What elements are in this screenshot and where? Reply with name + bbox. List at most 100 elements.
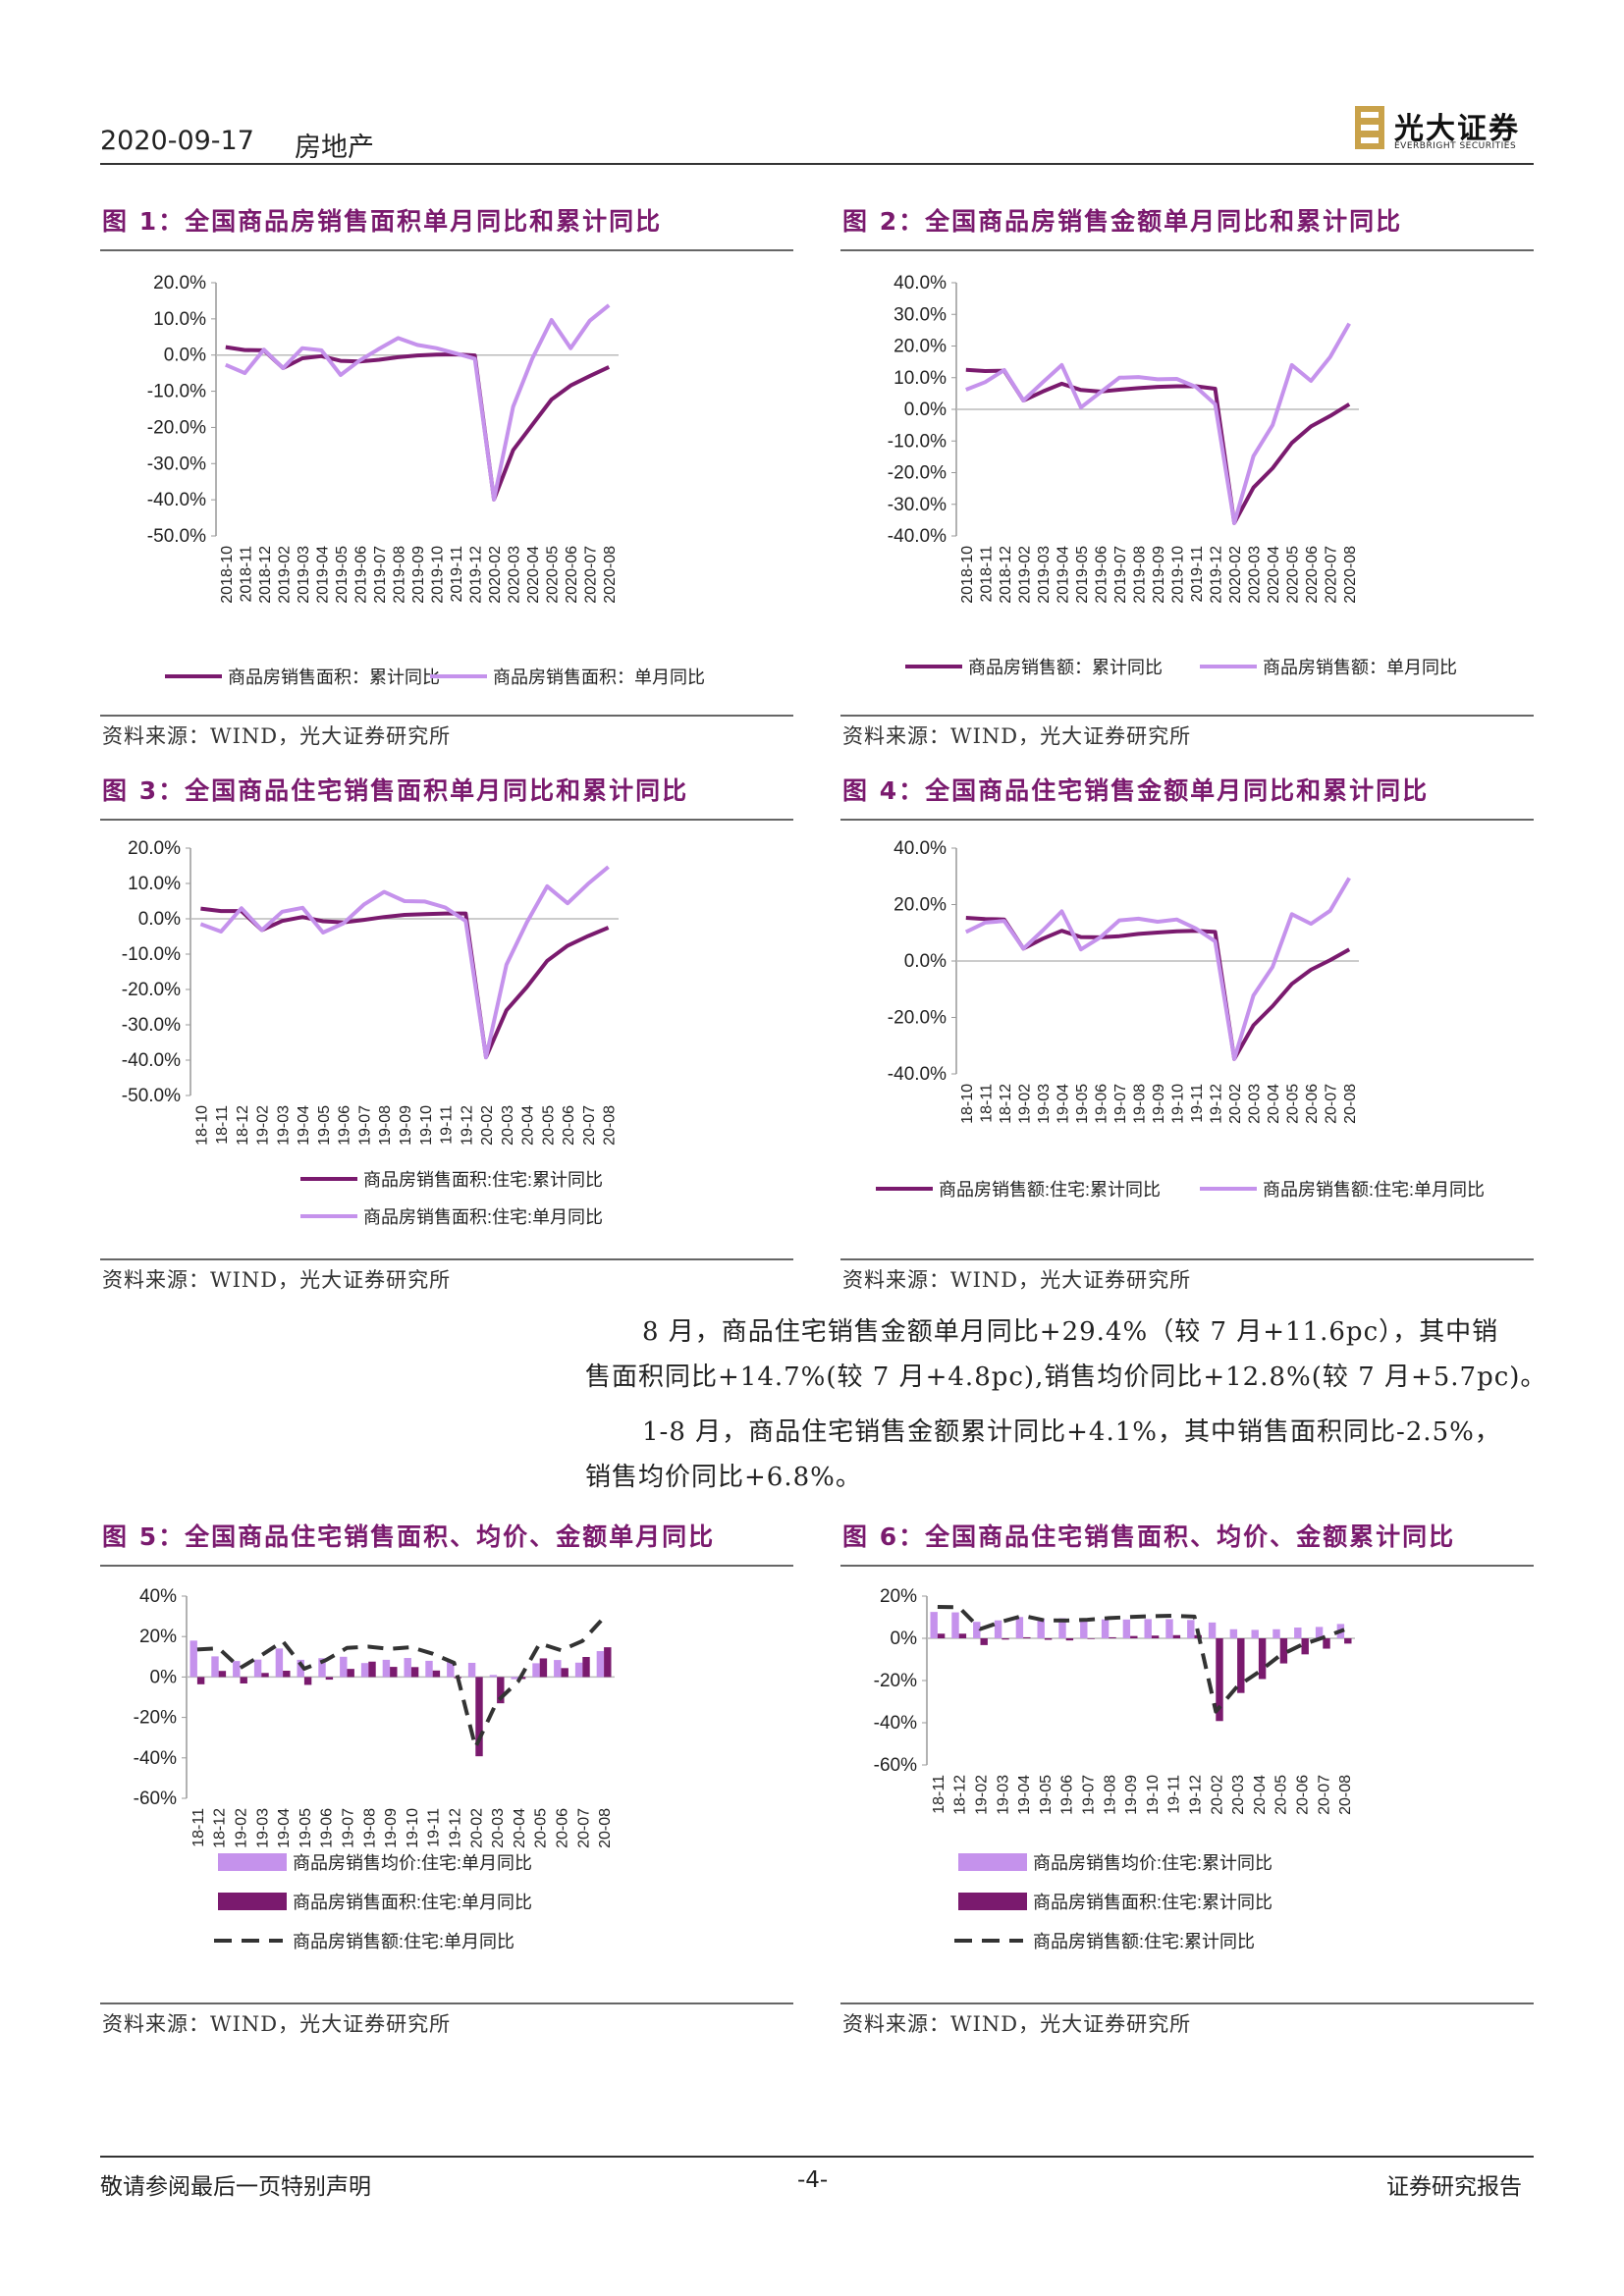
chart-6-bar — [1187, 1620, 1195, 1638]
chart-4-x-tick-label: 19-04 — [1055, 1084, 1071, 1124]
chart-6-x-tick-label: 20-04 — [1252, 1775, 1269, 1815]
chart-5-bar — [196, 1677, 205, 1684]
chart-1-x-tick-label: 2019-03 — [296, 546, 312, 604]
chart-3-x-tick-label: 20-04 — [520, 1105, 537, 1146]
chart-6-bar — [1144, 1619, 1152, 1638]
chart-5-bar — [604, 1647, 612, 1678]
chart-5-bar — [368, 1661, 376, 1678]
chart-1-y-tick-label: 20.0% — [153, 273, 206, 294]
chart-6-legend-label: 商品房销售均价:住宅:累计同比 — [1033, 1853, 1272, 1873]
chart-2-x-tick-label: 2020-07 — [1324, 546, 1340, 604]
chart-5-bar — [475, 1677, 483, 1757]
chart-5-x-tick-label: 20-05 — [533, 1808, 550, 1848]
company-logo: 光大证券 EVERBRIGHT SECURITIES — [1355, 102, 1534, 157]
chart-5-bar — [240, 1677, 247, 1683]
chart-1-x-tick-label: 2019-06 — [352, 546, 369, 604]
chart-5-bar — [425, 1660, 433, 1678]
chart-5-bar — [360, 1663, 369, 1678]
chart-1-y-tick-label: -40.0% — [147, 490, 206, 510]
chart-5-legend-label: 商品房销售面积:住宅:单月同比 — [293, 1893, 532, 1912]
chart-3-x-tick-label: 18-12 — [235, 1105, 251, 1146]
chart-3-y-tick-label: -20.0% — [122, 980, 181, 1000]
chart-3-y-tick-label: -50.0% — [122, 1086, 181, 1106]
chart-4-x-tick-label: 18-10 — [959, 1084, 976, 1124]
figure-1-title: 图 1：全国商品房销售面积单月同比和累计同比 — [102, 207, 663, 236]
chart-5-bar — [447, 1661, 455, 1678]
logo-text-cn: 光大证券 — [1394, 112, 1520, 146]
chart-5-bar — [404, 1658, 411, 1678]
chart-6-bar — [1294, 1628, 1302, 1638]
chart-4-x-tick-label: 19-06 — [1093, 1084, 1110, 1124]
chart-3-x-tick-label: 19-05 — [316, 1105, 333, 1146]
chart-6-x-tick-label: 19-05 — [1038, 1775, 1055, 1815]
figure-6-source-rule — [840, 2002, 1534, 2004]
chart-1-x-tick-label: 2020-05 — [545, 546, 562, 604]
chart-2-y-tick-label: 40.0% — [893, 273, 947, 294]
chart-1-residential-commercial-area: 20.0% 10.0% 0.0% -10.0% -20.0% -30.0% -40.0% -5… — [147, 273, 705, 687]
chart-3-legend-label: 商品房销售面积:住宅:单月同比 — [363, 1207, 603, 1227]
chart-5-bar — [511, 1677, 518, 1680]
chart-4-series-line — [965, 916, 1351, 1061]
chart-3-y-tick-label: -40.0% — [122, 1050, 181, 1071]
chart-5-bar — [340, 1656, 348, 1678]
chart-1-x-tick-label: 2020-08 — [602, 546, 619, 604]
chart-6-y-tick-label: -40% — [874, 1713, 917, 1734]
chart-4-y-tick-label: 20.0% — [893, 895, 947, 916]
chart-6-bar — [1165, 1619, 1173, 1638]
chart-5-residential-monthly-combo: 40% 20% 0% -20% -40% -60% 18-11 18-12 19-02 19-03… — [134, 1586, 615, 1951]
chart-5-x-tick-label: 18-12 — [212, 1808, 229, 1848]
chart-4-x-tick-label: 19-08 — [1131, 1084, 1148, 1124]
chart-5-x-tick-label: 20-07 — [575, 1808, 592, 1848]
chart-5-legend-label: 商品房销售额:住宅:单月同比 — [293, 1932, 514, 1951]
chart-6-bar — [1101, 1619, 1110, 1638]
chart-5-bar — [318, 1658, 326, 1678]
chart-5-series-line — [196, 1616, 606, 1749]
chart-2-x-tick-label: 2020-06 — [1304, 546, 1321, 604]
figure-2-source-rule — [840, 715, 1534, 717]
chart-5-x-tick-label: 19-05 — [298, 1808, 314, 1848]
chart-3-y-tick-label: -30.0% — [122, 1015, 181, 1036]
chart-1-x-tick-label: 2019-10 — [430, 546, 447, 604]
chart-2-y-tick-label: 0.0% — [904, 400, 947, 420]
chart-5-bar — [467, 1662, 476, 1678]
chart-5-bar — [253, 1659, 262, 1678]
chart-5-y-tick-label: 0% — [150, 1667, 178, 1687]
chart-3-x-tick-label: 19-04 — [296, 1105, 312, 1146]
chart-4-x-tick-label: 19-11 — [1189, 1084, 1206, 1123]
chart-1-x-tick-label: 2019-12 — [468, 546, 485, 604]
chart-6-bar — [1323, 1638, 1330, 1649]
chart-3-y-tick-label: 10.0% — [128, 874, 181, 894]
chart-6-x-tick-label: 20-06 — [1295, 1775, 1312, 1815]
chart-1-x-tick-label: 2020-04 — [525, 546, 542, 604]
chart-5-x-tick-label: 20-02 — [468, 1808, 485, 1848]
chart-5-bar — [554, 1660, 562, 1678]
header-divider — [100, 163, 1534, 165]
chart-5-bar — [561, 1668, 568, 1678]
chart-6-x-tick-label: 20-05 — [1273, 1775, 1290, 1815]
figure-3-title-rule — [100, 819, 793, 821]
figure-6-title: 图 6：全国商品住宅销售面积、均价、金额累计同比 — [842, 1522, 1456, 1551]
chart-2-x-tick-label: 2020-04 — [1266, 546, 1282, 604]
chart-4-x-tick-label: 20-07 — [1324, 1084, 1340, 1124]
chart-6-bar — [1037, 1619, 1045, 1638]
chart-1-series-line — [225, 345, 611, 502]
chart-6-y-tick-label: -20% — [874, 1671, 917, 1691]
chart-1-x-tick-label: 2018-11 — [238, 546, 254, 603]
chart-5-y-tick-label: -40% — [134, 1748, 177, 1769]
chart-3-x-tick-label: 19-10 — [418, 1105, 435, 1146]
chart-5-x-tick-label: 18-11 — [190, 1808, 207, 1847]
figure-4-source-rule — [840, 1258, 1534, 1260]
chart-5-x-tick-label: 20-06 — [555, 1808, 571, 1848]
chart-6-legend-label: 商品房销售额:住宅:累计同比 — [1033, 1932, 1255, 1951]
chart-3-y-tick-label: -10.0% — [122, 944, 181, 965]
chart-2-x-tick-label: 2018-11 — [978, 546, 995, 603]
chart-6-x-tick-label: 20-03 — [1230, 1775, 1247, 1815]
chart-6-bar — [1279, 1638, 1288, 1664]
chart-6-bar — [1001, 1638, 1009, 1640]
chart-2-x-tick-label: 2019-08 — [1131, 546, 1148, 604]
chart-2-x-tick-label: 2018-12 — [998, 546, 1014, 604]
chart-2-x-tick-label: 2018-10 — [959, 546, 976, 604]
chart-2-y-tick-label: 30.0% — [893, 304, 947, 325]
chart-3-x-tick-label: 19-12 — [459, 1105, 475, 1146]
chart-4-x-tick-label: 20-03 — [1247, 1084, 1264, 1124]
